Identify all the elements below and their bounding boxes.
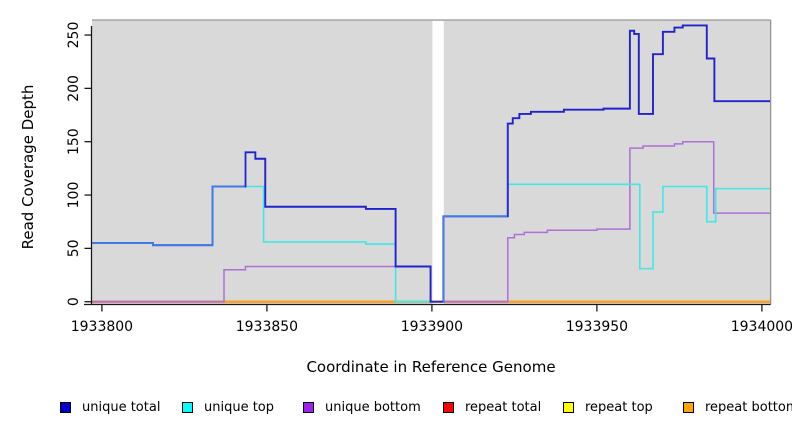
series-line-unique-total [92,24,771,303]
y-tick-label-1: 50 [66,239,82,257]
legend-label-repeat-top: repeat top [585,399,653,415]
legend-swatch-unique-total [60,401,71,413]
x-axis-title: Coordinate in Reference Genome [306,358,556,376]
series-line-unique-bottom [92,140,771,303]
y-tick-label-3: 150 [66,128,82,155]
legend-item-repeat-top: repeat top [563,399,653,415]
legend-swatch-unique-top [182,401,193,413]
legend-label-repeat-bottom: repeat bottom [705,399,792,415]
no-data-gap-band [432,20,444,305]
legend-item-unique-bottom: unique bottom [303,399,421,415]
y-tick-label-2: 100 [66,182,82,209]
legend-swatch-repeat-top [563,401,574,413]
legend-swatch-unique-bottom [303,401,314,413]
legend-swatch-repeat-total [443,401,454,413]
legend-label-repeat-total: repeat total [465,399,542,415]
x-tick-label-2: 1933900 [401,319,463,335]
legend-label-unique-total: unique total [82,399,161,415]
legend-item-unique-total: unique total [60,399,160,415]
legend-label-unique-top: unique top [204,399,275,415]
legend-item-unique-top: unique top [182,399,274,415]
legend-label-unique-bottom: unique bottom [325,399,421,415]
y-axis-title: Read Coverage Depth [19,84,37,250]
x-tick-label-3: 1933950 [566,319,628,335]
series-line-unique-top-1 [443,183,771,270]
legend-swatch-repeat-bottom [683,401,694,413]
plot-panel [92,20,771,305]
x-tick-label-4: 1934000 [731,319,792,335]
y-tick-label-0: 0 [66,297,82,306]
x-tick-label-0: 1933800 [71,319,133,335]
legend-item-repeat-bottom: repeat bottom [683,399,792,415]
y-tick-label-4: 200 [66,75,82,102]
x-tick-label-1: 1933850 [236,319,298,335]
legend-item-repeat-total: repeat total [443,399,541,415]
y-tick-label-5: 250 [66,22,82,49]
